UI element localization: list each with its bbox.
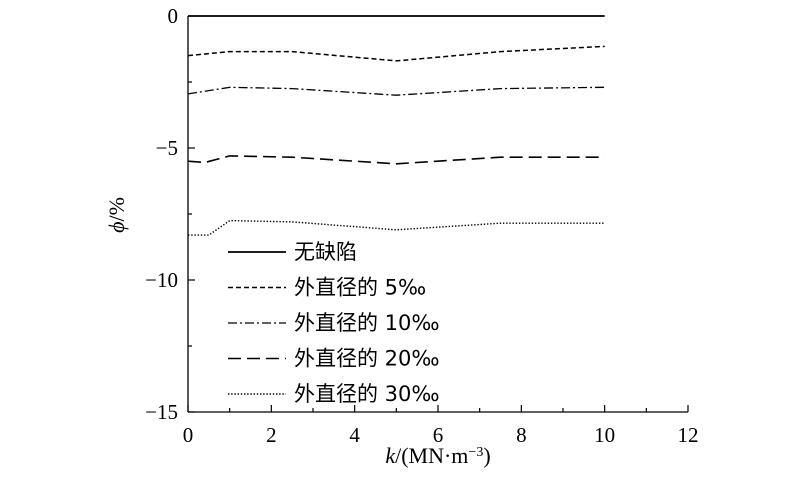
axes: 0−5−10−150 2 4 6 8 10 12	[145, 4, 698, 447]
x-tick-label: 6	[433, 423, 444, 447]
x-axis-unit-exponent: −3	[468, 445, 483, 460]
series-group	[187, 15, 605, 236]
x-axis-variable: k	[385, 443, 396, 468]
series-line-2	[187, 45, 605, 62]
x-tick-label: 8	[516, 423, 527, 447]
x-tick-label: 12	[678, 423, 699, 447]
x-tick-label: 10	[594, 423, 615, 447]
legend-label-3: 外直径的 10‰	[294, 311, 440, 335]
series-line-5	[188, 219, 605, 236]
legend-label-2: 外直径的 5‰	[294, 276, 426, 300]
x-tick-label: 4	[349, 423, 360, 447]
y-tick-label: −5	[156, 136, 178, 160]
x-axis-unit: /(MN·m	[395, 443, 468, 468]
x-axis-title: k/(MN·m−3)	[385, 443, 490, 468]
series-line-4	[187, 155, 605, 165]
legend-label-5: 外直径的 30‰	[294, 382, 440, 406]
legend-label-1: 无缺陷	[294, 240, 357, 264]
y-tick-label: −15	[145, 400, 178, 424]
legend-label-4: 外直径的 20‰	[294, 347, 440, 371]
x-tick-label: 2	[266, 423, 277, 447]
y-axis-unit: /%	[104, 197, 129, 221]
x-axis-unit-close: )	[483, 443, 490, 468]
y-axis-title: ϕ/%	[104, 197, 129, 233]
series-line-3	[187, 86, 605, 96]
y-tick-label: 0	[168, 4, 179, 28]
x-tick-label: 0	[183, 423, 194, 447]
y-axis-variable: ϕ	[104, 222, 129, 233]
y-tick-label: −10	[145, 268, 178, 292]
